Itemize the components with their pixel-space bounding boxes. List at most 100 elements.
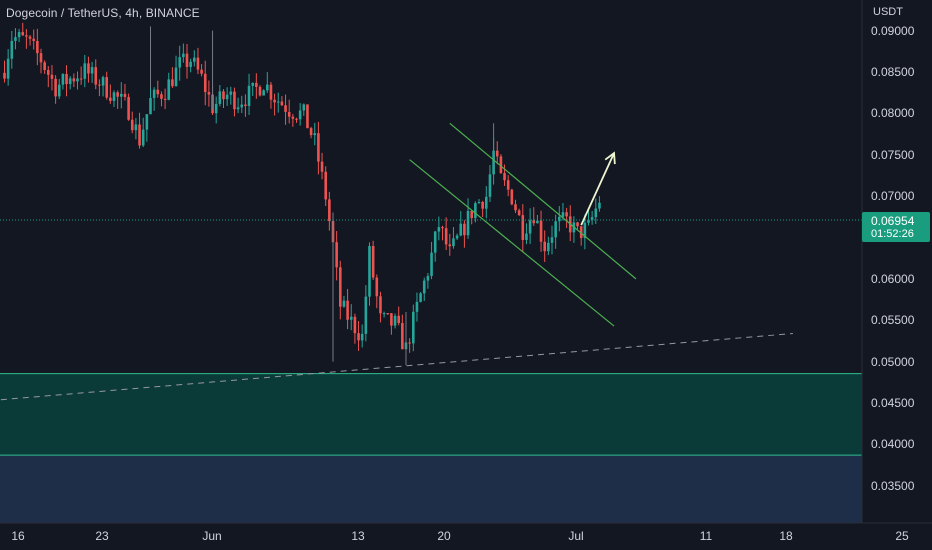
candle-body (36, 40, 39, 54)
time-tick-label: 13 (351, 529, 365, 543)
candle-body (105, 77, 108, 98)
candle-body (145, 114, 149, 130)
last-price-tag (862, 212, 930, 242)
candle-body (346, 300, 349, 320)
candle-body (382, 313, 386, 315)
candle-body (335, 242, 338, 268)
time-tick-label: 18 (779, 529, 793, 543)
candle-body (240, 104, 244, 108)
candle-body (222, 91, 225, 100)
last-price-value: 0.06954 (871, 214, 915, 228)
candle-body (579, 226, 583, 238)
candle-body (178, 57, 181, 68)
candle-body (422, 280, 426, 294)
candle-body (506, 180, 510, 190)
candle-body (495, 150, 499, 157)
candle-body (412, 311, 415, 344)
candle-body (598, 202, 601, 209)
candle-body (298, 110, 302, 120)
candle-body (328, 199, 331, 222)
candle-body (90, 67, 94, 74)
candle-body (397, 315, 400, 324)
price-tick-label: 0.07000 (871, 189, 915, 204)
candle-body (167, 79, 171, 100)
candle-body (525, 233, 528, 240)
candle-body (466, 210, 470, 236)
candle-body (57, 84, 61, 97)
candle-body (455, 235, 459, 239)
candle-body (127, 96, 130, 120)
candle-body (477, 202, 481, 204)
candle-body (594, 208, 598, 218)
candle-body (218, 91, 222, 104)
candle-body (284, 105, 287, 112)
candle-body (353, 316, 357, 334)
projection-arrowhead (604, 151, 616, 165)
candle-body (47, 70, 50, 75)
symbol-title[interactable]: Dogecoin / TetherUS, 4h, BINANCE (6, 6, 200, 20)
drawings-layer (409, 122, 637, 327)
candle-body (437, 227, 441, 232)
channel-lower-line (409, 159, 615, 327)
candle-body (14, 37, 17, 41)
candle-body (160, 94, 163, 99)
bar-countdown: 01:52:26 (871, 228, 914, 240)
candle-body (258, 86, 262, 96)
candle-body (171, 79, 174, 87)
candle-body (255, 82, 258, 87)
price-tick-label: 0.05000 (871, 354, 915, 369)
candle-body (430, 252, 433, 276)
candle-body (94, 67, 98, 85)
candle-body (251, 82, 254, 86)
candle-body (532, 220, 536, 224)
candle-body (83, 63, 87, 79)
candle-body (87, 63, 90, 74)
price-tick-label: 0.03500 (871, 478, 915, 493)
candle-body (375, 277, 379, 297)
candle-body (39, 53, 43, 63)
price-tick-label: 0.07500 (871, 147, 915, 162)
candle-body (98, 84, 101, 86)
price-axis-unit[interactable]: USDT (873, 6, 903, 18)
time-tick-label: 20 (437, 529, 451, 543)
candle-body (112, 92, 116, 101)
candle-body (291, 116, 295, 119)
candle-body (109, 97, 112, 101)
candle-body (276, 101, 280, 103)
candle-body (32, 38, 35, 41)
candle-body (488, 174, 492, 197)
candle-body (229, 91, 233, 95)
candle-body (280, 101, 284, 106)
time-tick-label: 25 (895, 529, 909, 543)
projection-arrow (580, 152, 615, 226)
candle-body (554, 221, 557, 238)
candle-body (306, 104, 309, 129)
candle-body (360, 333, 364, 341)
candle-body (342, 300, 346, 307)
candle-body (309, 128, 313, 136)
time-tick-label: 11 (699, 529, 713, 543)
candle-body (590, 217, 594, 220)
price-tick-label: 0.05500 (871, 313, 915, 328)
candle-body (138, 124, 141, 146)
candle-body (510, 189, 514, 205)
candle-body (101, 77, 105, 86)
candle-body (433, 231, 437, 253)
candle-body (415, 301, 419, 312)
candle-body (21, 32, 25, 36)
candle-body (200, 69, 203, 74)
candles-layer (3, 22, 601, 365)
candle-body (203, 73, 207, 93)
candle-body (116, 92, 119, 97)
candle-body (339, 267, 342, 307)
candle-body (25, 35, 28, 37)
candle-body (503, 173, 506, 181)
candle-body (149, 98, 152, 115)
candle-body (244, 104, 247, 106)
candle-body (233, 91, 236, 110)
candle-body (536, 220, 539, 224)
candle-body (474, 203, 477, 219)
candle-body (357, 333, 360, 341)
